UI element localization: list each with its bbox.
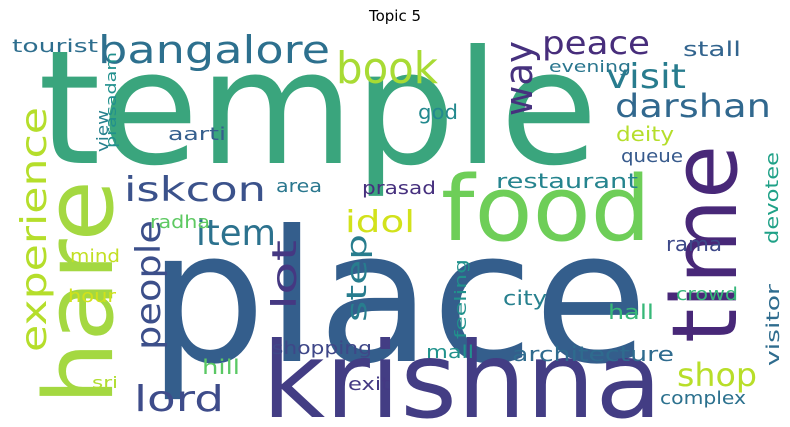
word-hare: hare	[25, 180, 135, 405]
word-exit: exit	[348, 374, 390, 395]
word-view: view	[93, 110, 112, 152]
word-aarti: aarti	[168, 124, 226, 145]
word-feeling: feeling	[451, 259, 470, 339]
word-time: time	[653, 145, 758, 343]
word-hill: hill	[202, 355, 240, 379]
word-lord: lord	[134, 379, 224, 420]
word-crowd: crowd	[676, 284, 738, 305]
figure-title: Topic 5	[368, 7, 422, 25]
word-darshan: darshan	[615, 87, 771, 125]
word-restaurant: restaurant	[496, 169, 638, 193]
word-bangalore: bangalore	[98, 28, 330, 72]
word-rama: rama	[666, 232, 722, 256]
word-city: city	[503, 286, 547, 310]
word-area: area	[276, 176, 322, 197]
word-shopping: shopping	[272, 338, 372, 359]
word-item: item	[196, 213, 276, 254]
word-temple: temple	[38, 17, 598, 201]
word-complex: complex	[660, 388, 746, 409]
word-hour: hour	[68, 286, 117, 307]
word-architecture: architecture	[512, 342, 674, 366]
word-experience: experience	[14, 107, 55, 352]
word-place: place	[148, 192, 648, 405]
word-shop: shop	[677, 356, 757, 394]
word-peace: peace	[542, 24, 650, 62]
word-stall: stall	[683, 37, 741, 61]
word-radha: radha	[150, 212, 210, 233]
word-iskcon: iskcon	[124, 170, 266, 210]
word-visitor: visitor	[763, 283, 784, 366]
word-mall: mall	[426, 342, 474, 363]
word-prasadam: prasadam	[104, 52, 120, 148]
word-food: food	[441, 157, 651, 262]
word-step: step	[340, 234, 373, 322]
word-way: way	[497, 41, 541, 116]
word-evening: evening	[549, 57, 631, 76]
word-book: book	[336, 43, 438, 94]
word-krishna: krishna	[262, 320, 662, 427]
word-god: god	[418, 100, 458, 124]
word-people: people	[129, 220, 169, 350]
word-sri: sri	[92, 373, 118, 392]
word-visit: visit	[606, 57, 686, 97]
word-mind: mind	[70, 246, 120, 267]
word-prasad: prasad	[362, 178, 436, 199]
word-deity: deity	[616, 122, 674, 146]
word-idol: idol	[345, 205, 415, 240]
word-hall: hall	[608, 300, 654, 324]
word-lot: lot	[265, 240, 305, 310]
word-devotee: devotee	[762, 152, 783, 244]
word-tourist: tourist	[12, 36, 98, 57]
word-queue: queue	[621, 146, 683, 167]
